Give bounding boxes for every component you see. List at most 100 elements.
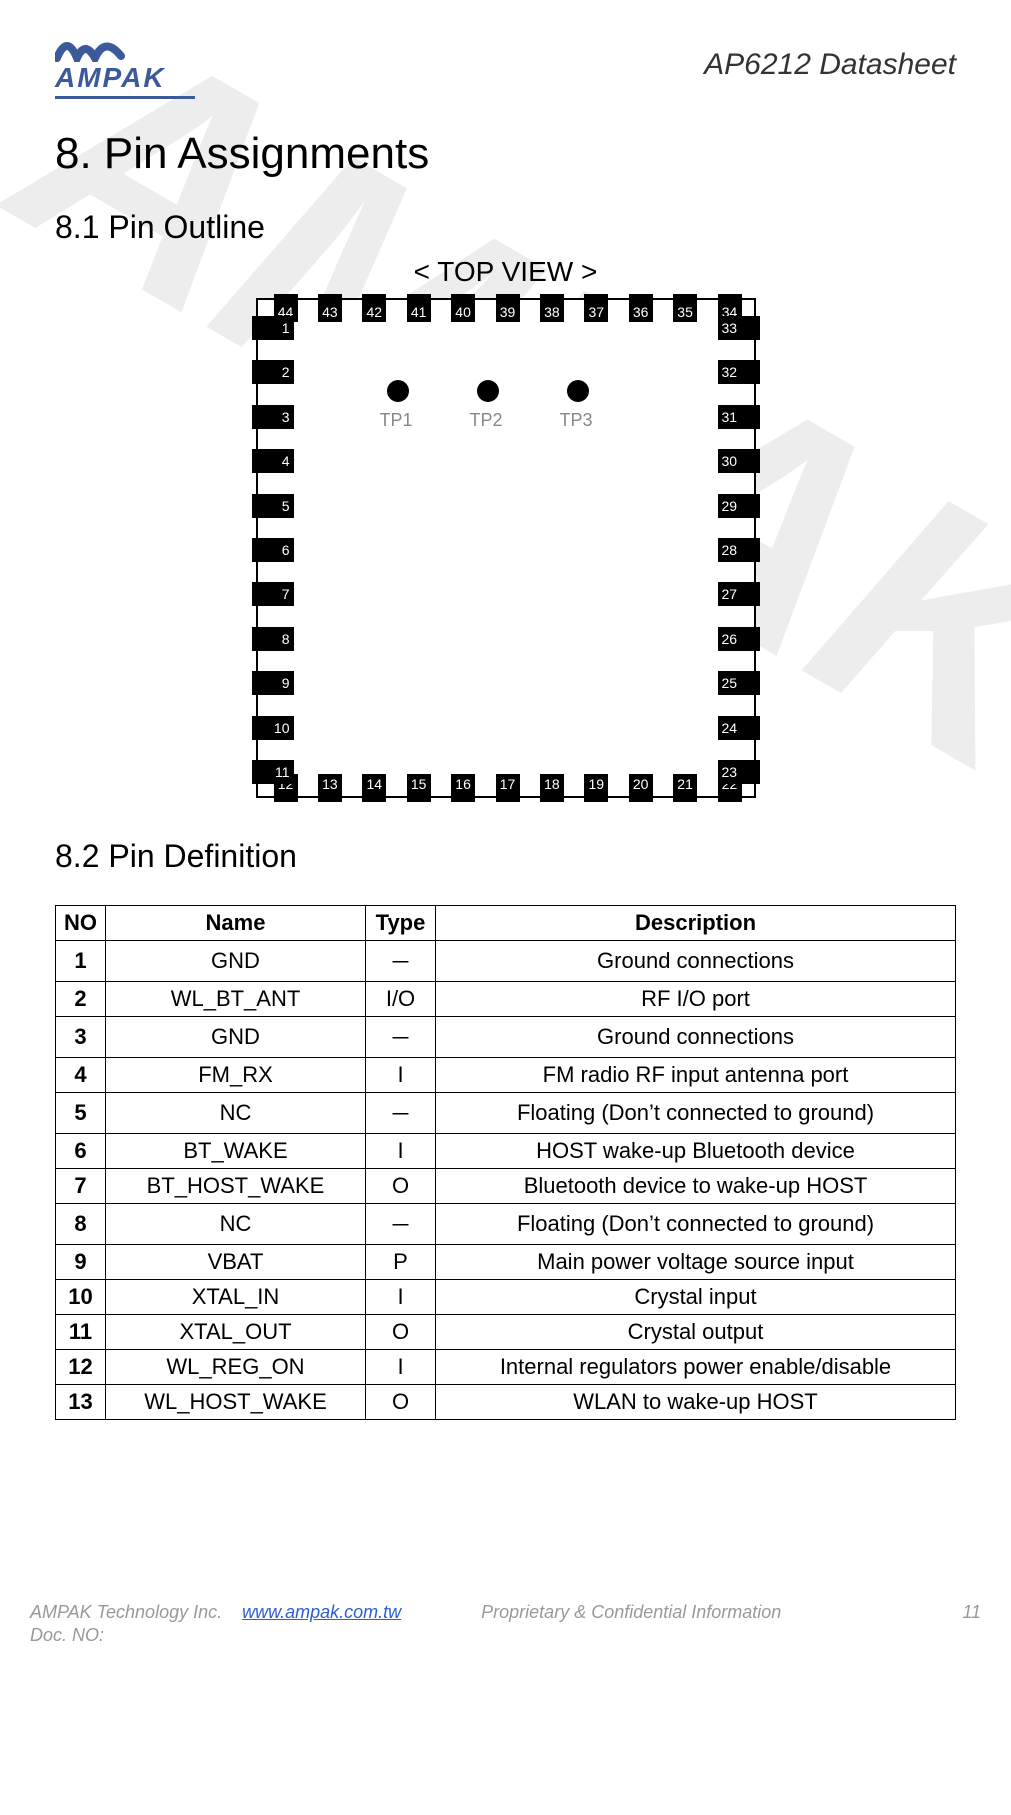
cell-desc: Internal regulators power enable/disable <box>436 1350 956 1385</box>
test-point-dot <box>477 380 499 402</box>
cell-type: － <box>366 1204 436 1245</box>
table-row: 11XTAL_OUTOCrystal output <box>56 1315 956 1350</box>
table-row: 12WL_REG_ONIInternal regulators power en… <box>56 1350 956 1385</box>
pin-30: 30 <box>718 449 760 473</box>
page-footer: AMPAK Technology Inc. www.ampak.com.tw P… <box>0 1602 1011 1646</box>
pin-29: 29 <box>718 494 760 518</box>
test-point-label: TP2 <box>470 410 503 431</box>
footer-link[interactable]: www.ampak.com.tw <box>242 1602 401 1623</box>
col-header-name: Name <box>106 906 366 941</box>
pin-17: 17 <box>496 774 520 802</box>
col-header-no: NO <box>56 906 106 941</box>
pin-4: 4 <box>252 449 294 473</box>
pin-28: 28 <box>718 538 760 562</box>
cell-name: WL_BT_ANT <box>106 982 366 1017</box>
pin-23: 23 <box>718 760 760 784</box>
cell-no: 11 <box>56 1315 106 1350</box>
pin-25: 25 <box>718 671 760 695</box>
pin-43: 43 <box>318 294 342 322</box>
footer-confidential: Proprietary & Confidential Information <box>481 1602 781 1623</box>
pin-1: 1 <box>252 316 294 340</box>
pin-39: 39 <box>496 294 520 322</box>
table-row: 3GND－Ground connections <box>56 1017 956 1058</box>
cell-name: NC <box>106 1093 366 1134</box>
cell-desc: HOST wake-up Bluetooth device <box>436 1134 956 1169</box>
logo-underline <box>55 96 195 99</box>
table-row: 6BT_WAKEIHOST wake-up Bluetooth device <box>56 1134 956 1169</box>
cell-type: I <box>366 1350 436 1385</box>
top-view-label: < TOP VIEW > <box>55 256 956 288</box>
cell-name: WL_REG_ON <box>106 1350 366 1385</box>
col-header-type: Type <box>366 906 436 941</box>
cell-type: I/O <box>366 982 436 1017</box>
footer-doc-no: Doc. NO: <box>30 1625 781 1646</box>
pin-31: 31 <box>718 405 760 429</box>
pin-26: 26 <box>718 627 760 651</box>
pin-38: 38 <box>540 294 564 322</box>
cell-type: O <box>366 1315 436 1350</box>
pin-24: 24 <box>718 716 760 740</box>
cell-name: BT_WAKE <box>106 1134 366 1169</box>
cell-no: 4 <box>56 1058 106 1093</box>
pin-42: 42 <box>362 294 386 322</box>
pin-32: 32 <box>718 360 760 384</box>
cell-desc: FM radio RF input antenna port <box>436 1058 956 1093</box>
table-row: 7BT_HOST_WAKEOBluetooth device to wake-u… <box>56 1169 956 1204</box>
table-row: 5NC－Floating (Don’t connected to ground) <box>56 1093 956 1134</box>
pin-2: 2 <box>252 360 294 384</box>
cell-desc: RF I/O port <box>436 982 956 1017</box>
pin-8: 8 <box>252 627 294 651</box>
cell-no: 13 <box>56 1385 106 1420</box>
cell-no: 5 <box>56 1093 106 1134</box>
cell-no: 7 <box>56 1169 106 1204</box>
cell-no: 3 <box>56 1017 106 1058</box>
cell-desc: Main power voltage source input <box>436 1245 956 1280</box>
cell-desc: Crystal input <box>436 1280 956 1315</box>
cell-desc: WLAN to wake-up HOST <box>436 1385 956 1420</box>
cell-no: 1 <box>56 941 106 982</box>
cell-no: 6 <box>56 1134 106 1169</box>
pin-37: 37 <box>584 294 608 322</box>
pin-10: 10 <box>252 716 294 740</box>
cell-type: － <box>366 1017 436 1058</box>
logo: AMPAK <box>55 30 195 99</box>
pin-13: 13 <box>318 774 342 802</box>
document-title: AP6212 Datasheet <box>704 48 956 82</box>
pin-36: 36 <box>629 294 653 322</box>
cell-no: 9 <box>56 1245 106 1280</box>
cell-desc: Floating (Don’t connected to ground) <box>436 1093 956 1134</box>
cell-type: － <box>366 941 436 982</box>
pin-definition-table: NO Name Type Description 1GND－Ground con… <box>55 905 956 1420</box>
cell-no: 10 <box>56 1280 106 1315</box>
cell-desc: Ground connections <box>436 941 956 982</box>
pin-19: 19 <box>584 774 608 802</box>
cell-name: GND <box>106 941 366 982</box>
test-point-dot <box>567 380 589 402</box>
pin-40: 40 <box>451 294 475 322</box>
cell-name: XTAL_OUT <box>106 1315 366 1350</box>
cell-no: 2 <box>56 982 106 1017</box>
subsection-definition: 8.2 Pin Definition <box>55 838 956 875</box>
pin-9: 9 <box>252 671 294 695</box>
pin-35: 35 <box>673 294 697 322</box>
cell-name: XTAL_IN <box>106 1280 366 1315</box>
pin-3: 3 <box>252 405 294 429</box>
section-heading: 8. Pin Assignments <box>55 129 956 179</box>
cell-name: GND <box>106 1017 366 1058</box>
cell-type: － <box>366 1093 436 1134</box>
table-row: 10XTAL_INICrystal input <box>56 1280 956 1315</box>
pin-16: 16 <box>451 774 475 802</box>
cell-name: BT_HOST_WAKE <box>106 1169 366 1204</box>
cell-name: FM_RX <box>106 1058 366 1093</box>
footer-page-number: 11 <box>962 1602 981 1623</box>
table-row: 4FM_RXIFM radio RF input antenna port <box>56 1058 956 1093</box>
footer-company: AMPAK Technology Inc. <box>30 1602 222 1623</box>
test-point-label: TP1 <box>380 410 413 431</box>
cell-name: VBAT <box>106 1245 366 1280</box>
logo-text: AMPAK <box>55 62 166 94</box>
table-header-row: NO Name Type Description <box>56 906 956 941</box>
cell-desc: Floating (Don’t connected to ground) <box>436 1204 956 1245</box>
pin-15: 15 <box>407 774 431 802</box>
pin-11: 11 <box>252 760 294 784</box>
table-row: 1GND－Ground connections <box>56 941 956 982</box>
